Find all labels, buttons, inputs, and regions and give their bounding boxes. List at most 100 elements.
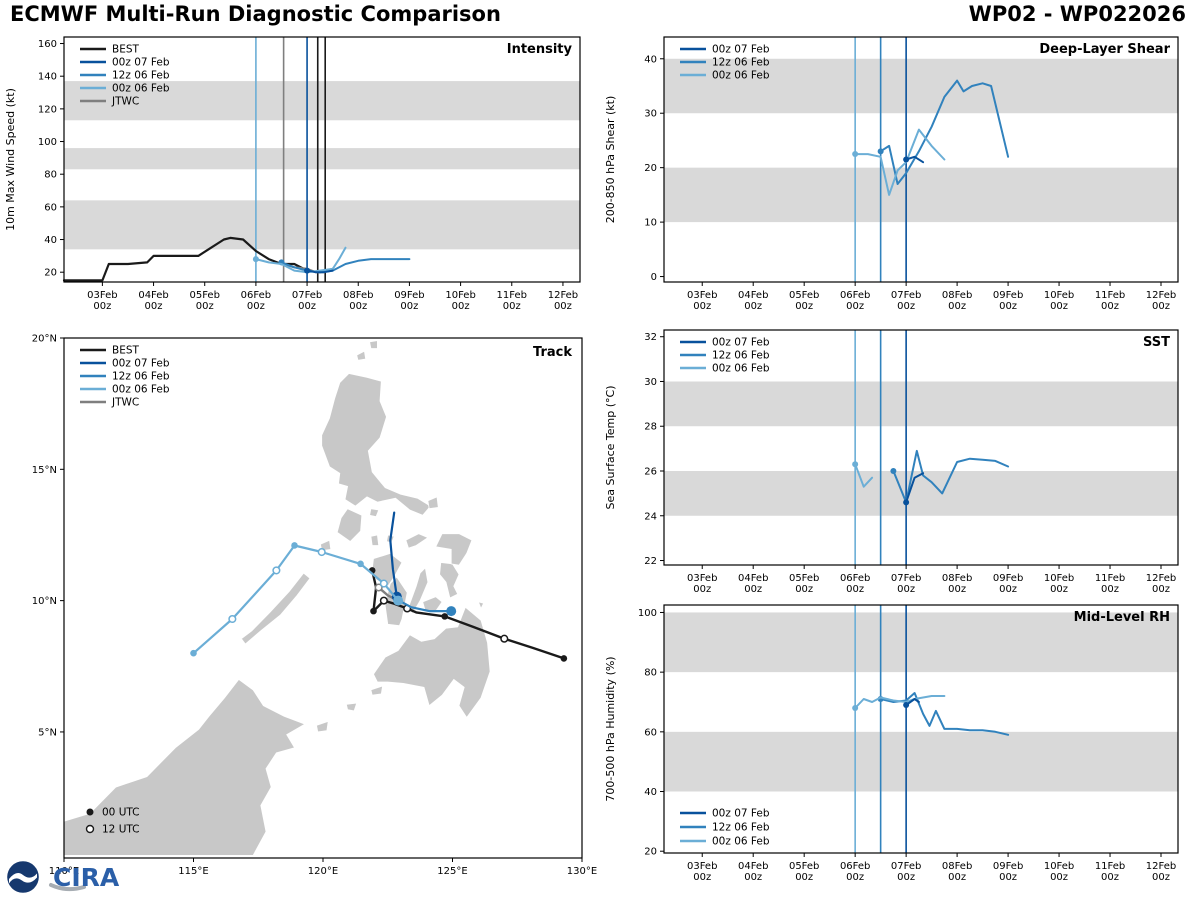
legend-label-run_00z06: 00z 06 Feb — [712, 363, 770, 375]
lat-tick-label: 20°N — [32, 334, 57, 345]
x-tick-hour-label: 00z — [1152, 584, 1170, 593]
lon-tick-label: 115°E — [178, 866, 208, 877]
x-tick-day-label: 05Feb — [789, 290, 819, 301]
y-tick-label: 30 — [644, 377, 657, 388]
x-tick-day-label: 09Feb — [993, 861, 1023, 872]
series-line-run_00z06 — [854, 463, 874, 488]
intensity-chart-panel: 03Feb 00z 04Feb 00z 05Feb 00z 06Feb 00z 07Feb 00z… — [0, 26, 600, 322]
series-line-run_12z06 — [892, 449, 1010, 504]
x-tick-day-label: 03Feb — [687, 861, 717, 872]
x-tick-day-label: 05Feb — [190, 290, 220, 301]
track-line-best — [371, 569, 566, 660]
x-tick-day-label: 05Feb — [789, 573, 819, 584]
legend-label-jtwc: JTWC — [111, 96, 139, 108]
lat-tick-label: 10°N — [32, 596, 57, 607]
y-tick-label: 100 — [38, 137, 57, 148]
legend-label-utc00: 00 UTC — [102, 807, 140, 819]
cira-logo-text: CIRA — [53, 863, 120, 892]
x-tick-hour-label: 00z — [999, 301, 1017, 312]
x-tick-hour-label: 00z — [196, 301, 214, 312]
x-tick-hour-label: 00z — [846, 584, 864, 593]
y-tick-label: 32 — [644, 332, 657, 343]
x-tick-hour-label: 00z — [693, 872, 711, 883]
x-tick-hour-label: 00z — [948, 584, 966, 593]
legend-label-run_12z06: 12z 06 Feb — [712, 822, 770, 834]
track-fix-12utc — [317, 547, 326, 557]
x-tick-day-label: 04Feb — [138, 290, 168, 301]
shaded-band — [64, 81, 580, 121]
track-fix-12utc — [374, 583, 383, 592]
x-tick-day-label: 04Feb — [738, 861, 768, 872]
landmass — [435, 533, 473, 566]
x-tick-day-label: 05Feb — [789, 861, 819, 872]
y-tick-label: 20 — [44, 268, 57, 279]
x-tick-day-label: 08Feb — [942, 290, 972, 301]
x-tick-hour-label: 00z — [795, 584, 813, 593]
track-map-panel: 110°E 115°E 120°E 125°E 130°E 5°N 10°N 15°N 20°N… — [0, 322, 600, 882]
x-tick-day-label: 03Feb — [687, 290, 717, 301]
panel-title: Deep-Layer Shear — [1039, 42, 1170, 57]
legend-label-run_00z07: 00z 07 Feb — [112, 57, 170, 69]
x-tick-hour-label: 00z — [795, 301, 813, 312]
lon-tick-label: 130°E — [567, 866, 597, 877]
storm-id-title: WP02 - WP022026 — [968, 2, 1186, 26]
track-fix-12utc — [272, 566, 281, 575]
shear-plot: 03Feb00z04Feb00z05Feb00z06Feb00z07Feb00z… — [604, 36, 1179, 312]
track-fix-12utc — [500, 634, 509, 643]
x-tick-hour-label: 00z — [999, 584, 1017, 593]
plot-border — [663, 36, 1179, 283]
x-tick-hour-label: 00z — [1050, 872, 1068, 883]
x-tick-day-label: 12Feb — [1146, 573, 1176, 584]
legend-label-run_00z06: 00z 06 Feb — [712, 70, 770, 82]
lon-tick-label: 120°E — [308, 866, 338, 877]
x-tick-hour-label: 00z — [1101, 872, 1119, 883]
sea-background — [64, 338, 582, 858]
x-tick-hour-label: 00z — [795, 872, 813, 883]
y-tick-label: 160 — [38, 39, 57, 50]
y-tick-label: 20 — [644, 163, 657, 174]
y-tick-label: 100 — [638, 608, 657, 619]
x-tick-hour-label: 00z — [1101, 584, 1119, 593]
cira-logo: CIRA — [49, 863, 120, 892]
landmass — [369, 508, 380, 518]
series-start-dot-run_00z07 — [304, 267, 311, 274]
y-tick-label: 140 — [38, 72, 57, 83]
plot-border — [663, 604, 1179, 854]
landmass — [370, 534, 380, 546]
x-tick-hour-label: 00z — [298, 301, 316, 312]
x-tick-day-label: 12Feb — [548, 290, 578, 301]
y-tick-label: 10 — [644, 218, 657, 229]
x-tick-hour-label: 00z — [897, 584, 915, 593]
legend-12utc-marker — [85, 824, 95, 834]
lon-tick-label: 125°E — [437, 866, 467, 877]
shaded-band — [64, 148, 580, 170]
shaded-band — [664, 612, 1178, 673]
legend-00utc-marker — [86, 808, 94, 816]
track-fix-00utc — [291, 542, 298, 549]
y-tick-label: 80 — [644, 668, 657, 679]
legend-label-run_00z07: 00z 07 Feb — [712, 44, 770, 56]
landmass — [345, 702, 358, 712]
series-start-dot-run_12z06 — [890, 468, 897, 474]
legend-label-jtwc: JTWC — [111, 397, 139, 409]
x-tick-hour-label: 00z — [1152, 301, 1170, 312]
logo-footer: CIRA — [6, 860, 130, 894]
track-init-dot — [446, 606, 457, 617]
panel-title: Mid-Level RH — [1074, 610, 1170, 625]
y-tick-label: 40 — [644, 54, 657, 65]
series-line-best — [62, 236, 334, 282]
map-area — [64, 338, 582, 858]
rh-chart-panel: 03Feb 00z 04Feb 00z 05Feb 00z 06Feb 00z 07Feb 00z… — [600, 593, 1200, 893]
page-title: ECMWF Multi-Run Diagnostic Comparison — [10, 2, 501, 26]
shaded-band — [664, 58, 1178, 114]
track-fix-00utc — [190, 649, 197, 657]
x-tick-day-label: 09Feb — [993, 290, 1023, 301]
x-tick-hour-label: 00z — [1050, 584, 1068, 593]
landmass — [370, 685, 384, 696]
track-line-run_00z07 — [389, 511, 398, 598]
x-tick-hour-label: 00z — [948, 872, 966, 883]
series-line-run_00z07 — [905, 698, 920, 706]
y-tick-label: 28 — [644, 422, 657, 433]
track-fix-00utc — [370, 607, 377, 615]
